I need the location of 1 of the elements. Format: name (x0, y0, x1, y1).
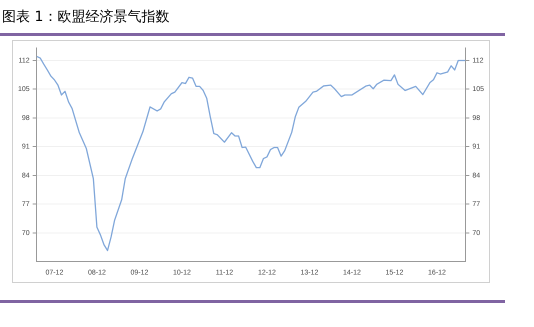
chart-title: 图表 1：欧盟经济景气指数 (2, 8, 170, 26)
